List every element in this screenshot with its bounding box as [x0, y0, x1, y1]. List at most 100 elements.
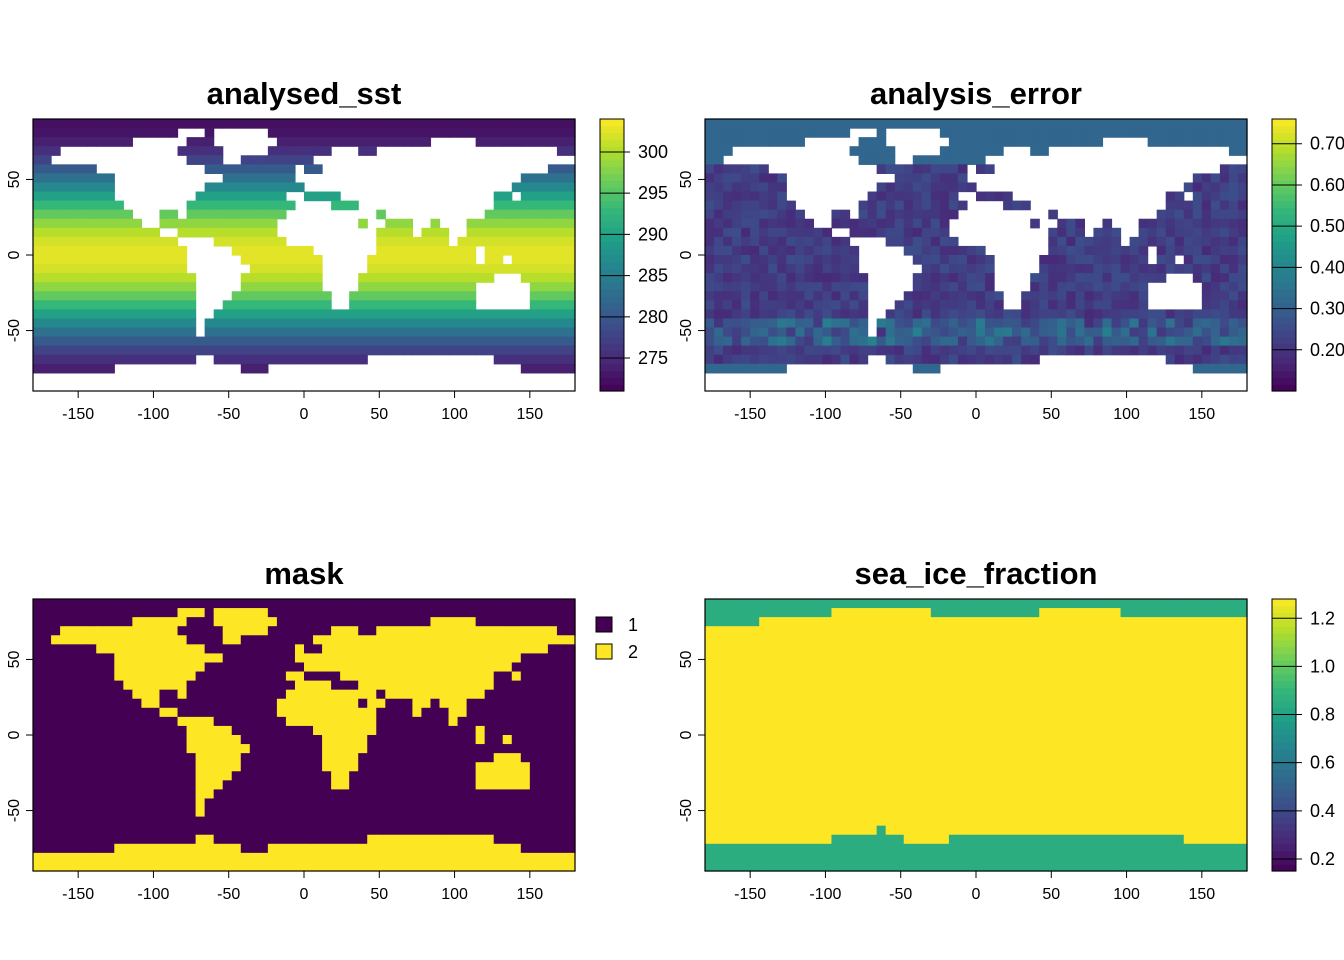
raster-cell [177, 744, 188, 754]
raster-cell [358, 282, 368, 292]
raster-cell [822, 635, 833, 645]
raster-cell [385, 753, 395, 763]
raster-cell [475, 762, 486, 772]
raster-cell [222, 798, 233, 809]
raster-cell [556, 771, 567, 781]
raster-cell [204, 843, 215, 854]
raster-cell [493, 843, 504, 854]
raster-cell [186, 825, 197, 836]
raster-cell [529, 861, 540, 872]
raster-cell [159, 264, 170, 274]
raster-cell [285, 146, 296, 156]
raster-cell [1102, 128, 1113, 138]
raster-cell [484, 771, 495, 781]
raster-cell [1138, 309, 1149, 320]
raster-cell [849, 273, 860, 283]
raster-cell [705, 653, 715, 664]
raster-cell [876, 182, 887, 193]
raster-cell [322, 617, 332, 627]
raster-cell [1030, 119, 1040, 129]
raster-cell [714, 146, 724, 156]
raster-cell [705, 236, 715, 247]
raster-cell [732, 635, 742, 645]
raster-cell [705, 119, 715, 129]
raster-cell [714, 345, 724, 356]
raster-cell [159, 780, 170, 790]
raster-cell [538, 780, 549, 790]
raster-cell [33, 753, 43, 763]
raster-cell [1174, 599, 1185, 609]
raster-cell [42, 861, 52, 872]
raster-cell [213, 644, 224, 654]
raster-cell [1228, 363, 1239, 374]
raster-cell [741, 644, 751, 654]
raster-cell [430, 318, 441, 329]
raster-cell [33, 644, 43, 654]
raster-cell [285, 336, 296, 347]
raster-cell [511, 653, 522, 664]
raster-cell [732, 689, 742, 700]
raster-cell [768, 119, 778, 129]
raster-cell [313, 789, 323, 800]
raster-cell [565, 789, 576, 800]
raster-cell [876, 191, 887, 202]
raster-cell [547, 671, 558, 682]
colorbar-segment [600, 227, 624, 236]
raster-cell [1156, 137, 1167, 147]
raster-cell [367, 137, 377, 147]
raster-cell [1183, 653, 1194, 664]
raster-cell [732, 599, 742, 609]
raster-cell [430, 689, 441, 700]
raster-cell [394, 255, 404, 265]
raster-cell [966, 599, 977, 609]
raster-cell [204, 164, 215, 174]
raster-cell [78, 653, 88, 664]
raster-cell [231, 291, 242, 301]
raster-cell [331, 698, 341, 709]
raster-cell [195, 653, 206, 664]
legend-label: 2 [628, 642, 638, 662]
raster-cell [304, 662, 314, 673]
raster-cell [249, 182, 260, 193]
raster-cell [831, 218, 842, 229]
raster-cell [1219, 128, 1230, 138]
raster-cell [213, 789, 224, 800]
raster-cell [786, 680, 796, 691]
raster-cell [358, 825, 368, 836]
raster-cell [538, 245, 549, 256]
raster-cell [222, 227, 233, 238]
raster-cell [87, 626, 97, 636]
raster-cell [921, 680, 932, 691]
raster-cell [556, 236, 567, 247]
raster-cell [439, 716, 450, 727]
raster-cell [403, 236, 413, 247]
raster-cell [51, 282, 61, 292]
raster-cell [732, 200, 742, 211]
raster-cell [502, 716, 513, 727]
raster-cell [1084, 662, 1095, 673]
raster-cell [177, 291, 188, 301]
raster-cell [439, 617, 450, 627]
raster-cell [322, 354, 332, 365]
raster-cell [60, 843, 70, 854]
raster-cell [78, 245, 88, 256]
raster-cell [529, 345, 540, 356]
raster-cell [556, 617, 567, 627]
raster-cell [60, 318, 70, 329]
raster-cell [493, 128, 504, 138]
raster-cell [994, 608, 1004, 618]
raster-cell [1201, 599, 1212, 609]
raster-cell [304, 852, 314, 863]
raster-cell [547, 780, 558, 790]
raster-cell [349, 608, 359, 618]
raster-cell [1003, 191, 1013, 202]
raster-cell [249, 173, 260, 184]
raster-cell [159, 236, 170, 247]
raster-cell [367, 119, 377, 129]
raster-cell [732, 291, 742, 301]
raster-cell [105, 762, 115, 772]
raster-cell [1138, 128, 1149, 138]
raster-cell [394, 245, 404, 256]
raster-cell [565, 825, 576, 836]
raster-cell [150, 662, 161, 673]
